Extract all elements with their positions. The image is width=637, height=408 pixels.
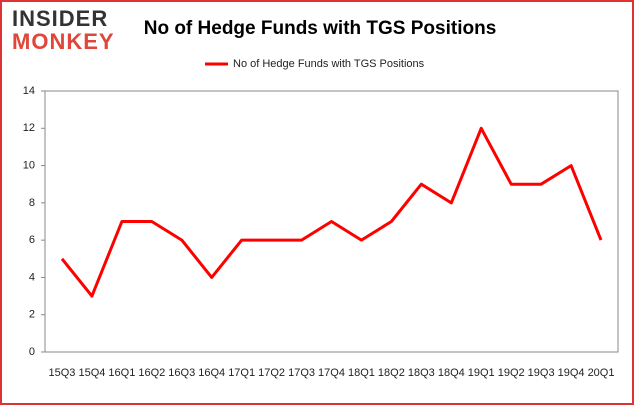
x-tick-label: 17Q3 [288, 367, 315, 379]
x-tick-label: 16Q2 [138, 367, 165, 379]
x-tick-label: 16Q1 [108, 367, 135, 379]
x-tick-label: 15Q4 [78, 367, 105, 379]
y-tick-label: 2 [29, 309, 35, 321]
x-tick-label: 16Q3 [168, 367, 195, 379]
y-tick-label: 6 [29, 234, 35, 246]
legend-label: No of Hedge Funds with TGS Positions [233, 58, 425, 70]
y-tick-label: 4 [29, 271, 35, 283]
y-tick-label: 10 [23, 159, 35, 171]
plot-frame [44, 90, 619, 353]
y-tick-label: 8 [29, 197, 35, 209]
x-tick-label: 20Q1 [588, 367, 615, 379]
x-tick-label: 18Q3 [408, 367, 435, 379]
y-tick-label: 14 [23, 85, 35, 97]
x-tick-label: 18Q1 [348, 367, 375, 379]
x-tick-label: 16Q4 [198, 367, 225, 379]
x-tick-label: 17Q4 [318, 367, 345, 379]
x-tick-label: 18Q4 [438, 367, 465, 379]
x-tick-label: 19Q2 [498, 367, 525, 379]
y-tick-label: 12 [23, 122, 35, 134]
x-tick-label: 19Q3 [528, 367, 555, 379]
x-tick-label: 19Q1 [468, 367, 495, 379]
logo-top: INSIDER [12, 6, 108, 31]
chart-title: No of Hedge Funds with TGS Positions [144, 18, 497, 39]
y-tick-label: 0 [29, 346, 35, 358]
x-tick-label: 17Q1 [228, 367, 255, 379]
x-tick-label: 19Q4 [558, 367, 585, 379]
logo-bottom: MONKEY [12, 29, 115, 54]
x-tick-label: 18Q2 [378, 367, 405, 379]
x-tick-label: 15Q3 [49, 367, 76, 379]
x-tick-label: 17Q2 [258, 367, 285, 379]
data-line [60, 126, 603, 298]
